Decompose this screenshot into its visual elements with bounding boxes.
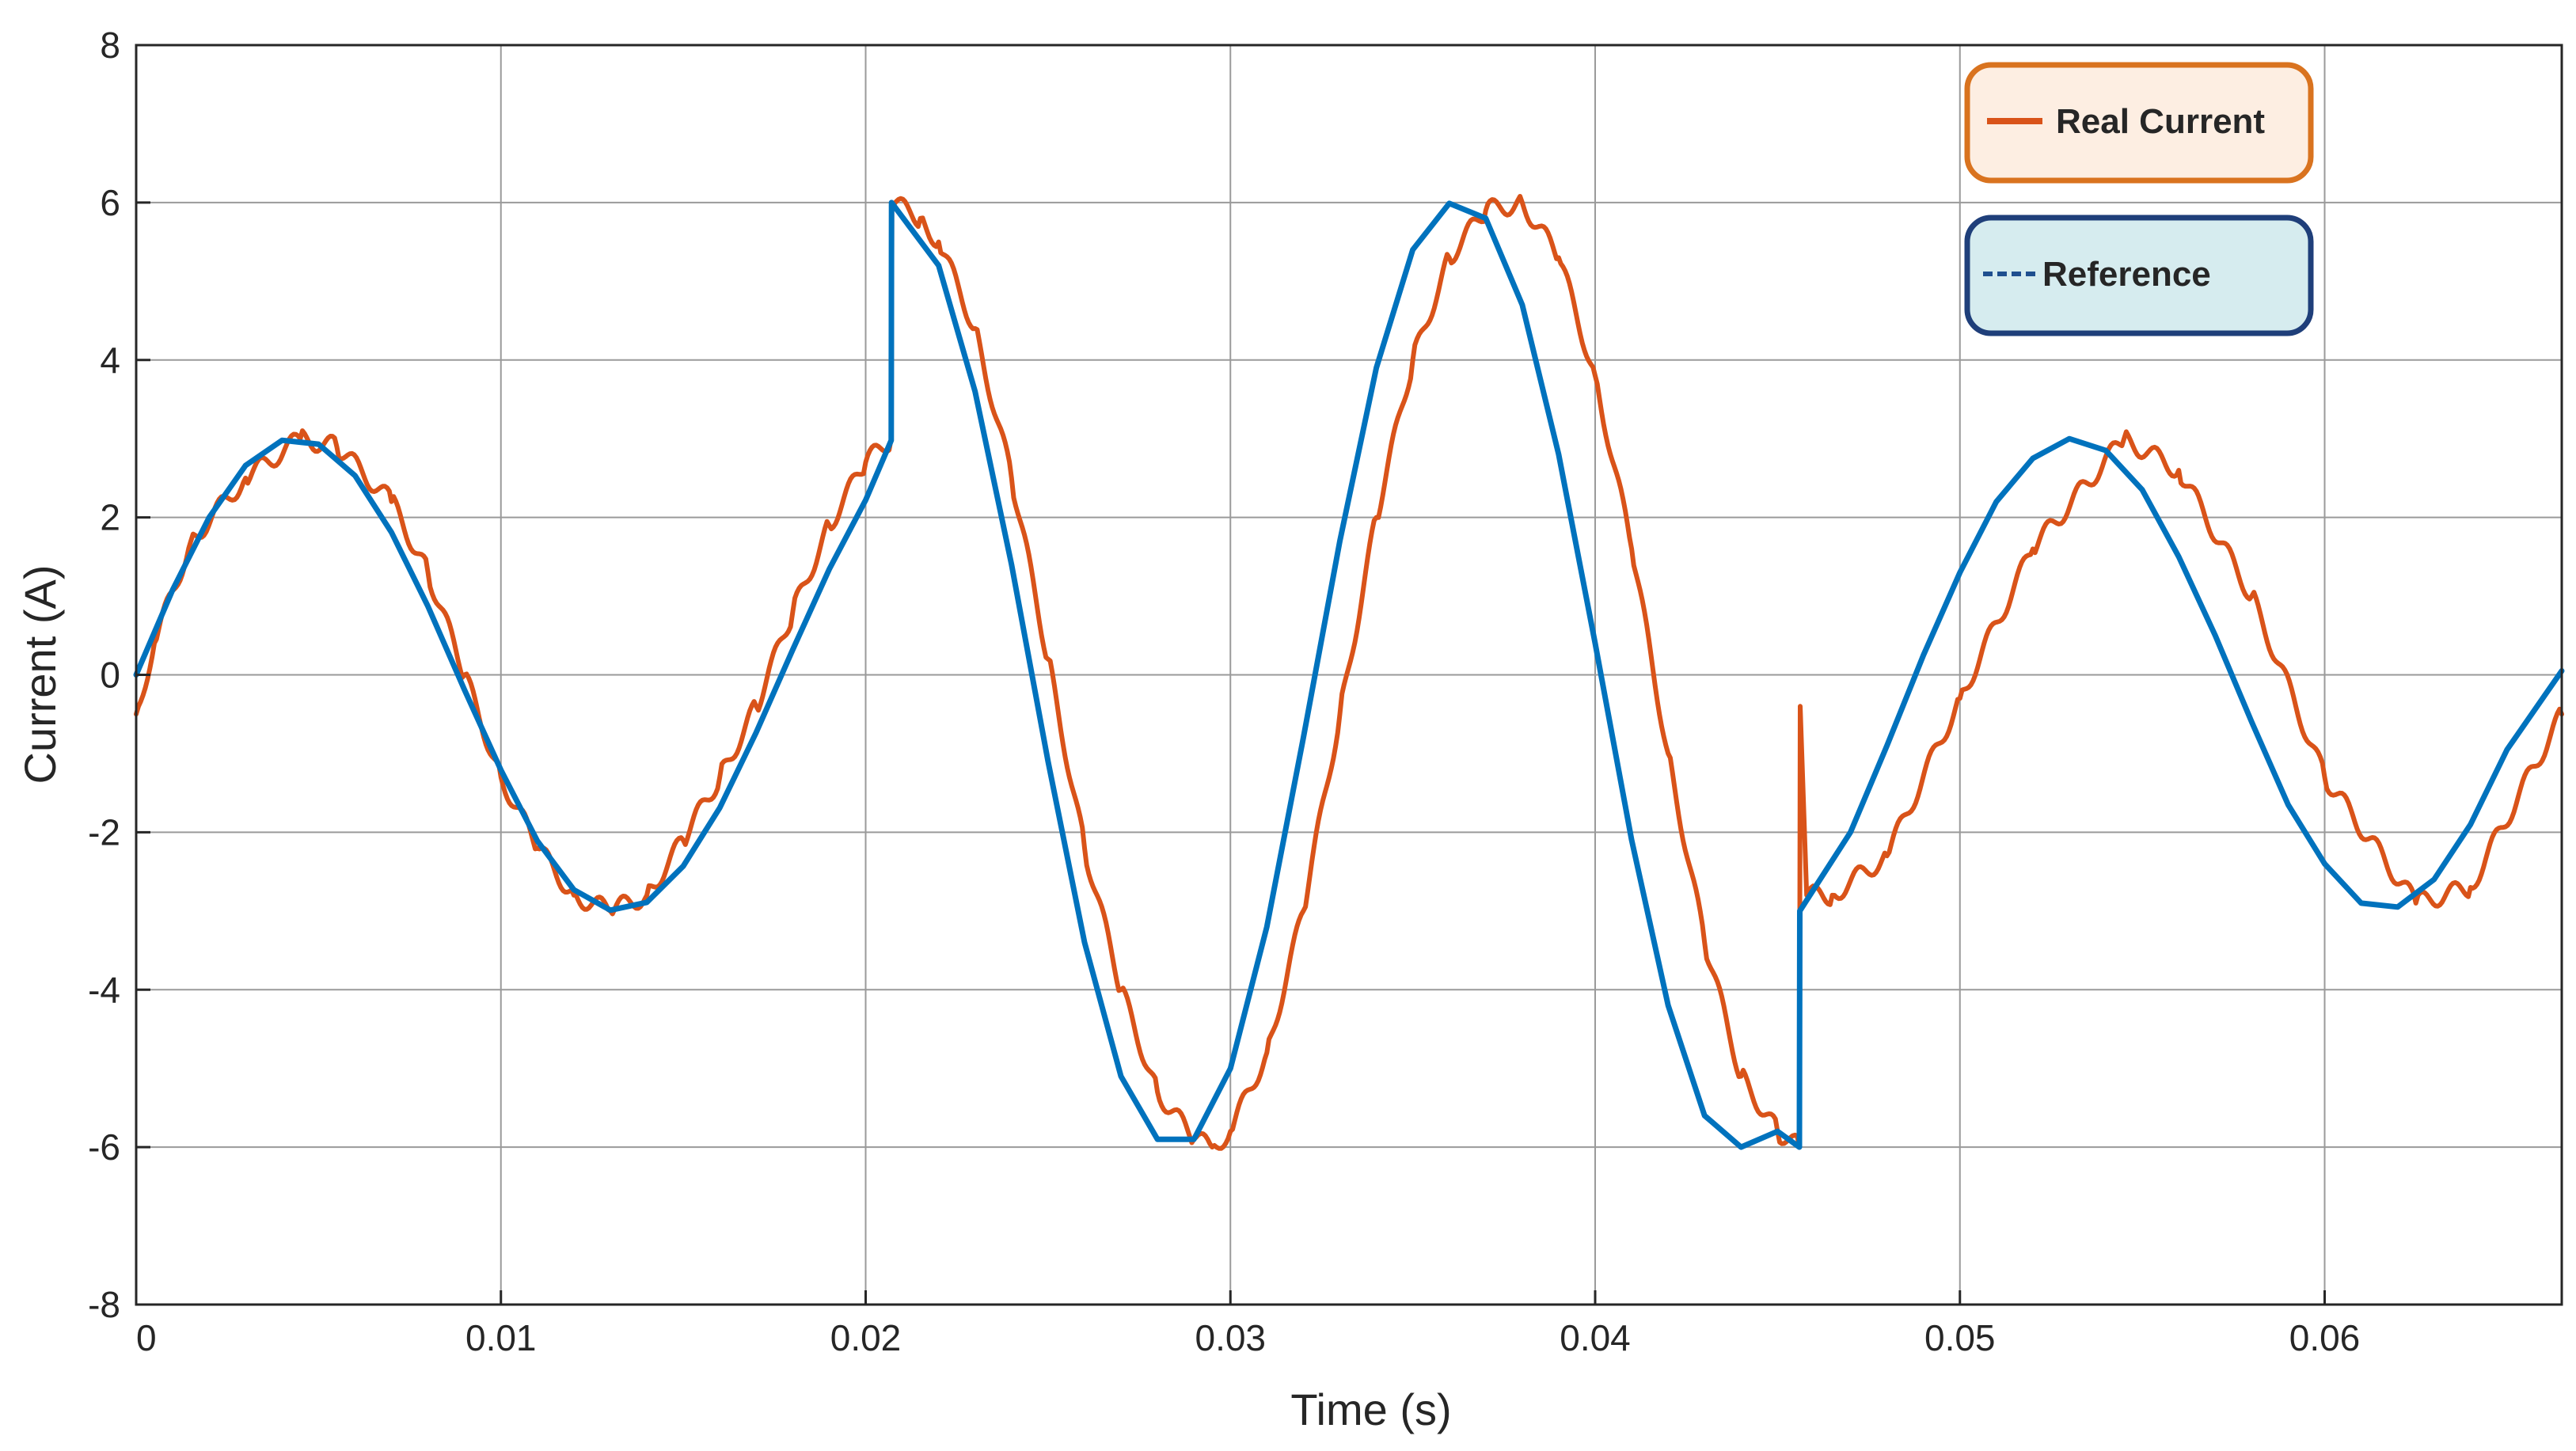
y-tick-label: 8 — [100, 25, 120, 66]
x-tick-label: 0.05 — [1924, 1317, 1996, 1358]
legend-item-reference: Reference — [1964, 215, 2314, 336]
legend-box-real-current — [1964, 62, 2314, 184]
x-tick-label: 0.04 — [1560, 1317, 1631, 1358]
x-tick-label: 0.06 — [2289, 1317, 2361, 1358]
y-tick-label: -2 — [88, 811, 120, 853]
y-tick-label: 0 — [100, 655, 120, 696]
x-tick-label: 0.03 — [1195, 1317, 1266, 1358]
legend-box-reference — [1964, 215, 2314, 336]
x-axis-ticks: 0 0.01 0.02 0.03 0.04 0.05 0.06 — [135, 1290, 2361, 1358]
x-axis-label: Time (s) — [1290, 1385, 1451, 1434]
legend-label-reference: Reference — [2042, 255, 2211, 294]
y-tick-label: 2 — [100, 497, 120, 538]
x-tick-label: 0.01 — [465, 1317, 537, 1358]
series-reference-line — [133, 199, 2565, 1150]
legend: Real Current Reference — [1964, 62, 2314, 336]
y-tick-label: -6 — [88, 1126, 120, 1168]
y-tick-label: 4 — [100, 340, 120, 381]
y-axis-label: Current (A) — [15, 565, 65, 784]
x-tick-label: 0.02 — [830, 1317, 902, 1358]
series-group — [133, 194, 2565, 1151]
legend-item-real-current: Real Current — [1964, 62, 2314, 184]
y-tick-label: 6 — [100, 182, 120, 223]
y-axis-ticks: -8 -6 -4 -2 0 2 4 6 8 — [88, 25, 150, 1325]
y-tick-label: -4 — [88, 969, 120, 1010]
x-tick-label: 0 — [136, 1317, 157, 1358]
y-tick-label: -8 — [88, 1284, 120, 1325]
legend-label-real-current: Real Current — [2056, 102, 2265, 141]
